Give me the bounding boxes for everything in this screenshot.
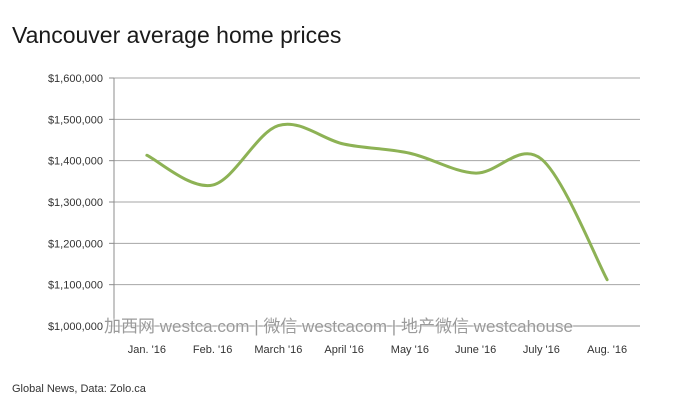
watermark: 加西网 westca.com | 微信 westcacom | 地产微信 wes… <box>104 317 573 336</box>
x-axis-ticks: Jan. '16 Feb. '16 March '16 April '16 May '1… <box>128 344 627 356</box>
chart-title: Vancouver average home prices <box>12 22 342 48</box>
price-line <box>145 122 609 282</box>
y-tick-label: $1,600,000 <box>48 73 103 85</box>
y-tick-label: $1,200,000 <box>48 238 103 250</box>
y-tick-label: $1,100,000 <box>48 280 103 292</box>
data-point <box>474 172 477 175</box>
gridlines <box>114 77 640 286</box>
x-tick-label: July '16 <box>523 344 560 356</box>
data-point <box>540 158 543 161</box>
y-tick-label: $1,000,000 <box>48 321 103 333</box>
x-tick-label: Feb. '16 <box>193 344 232 356</box>
data-point <box>211 184 214 187</box>
y-tick-label: $1,400,000 <box>48 156 103 168</box>
data-point <box>145 154 148 157</box>
y-axis-ticks: $1,000,000 $1,100,000 $1,200,000 $1,300,000… <box>48 73 114 333</box>
x-tick-label: May '16 <box>391 344 429 356</box>
y-tick-label: $1,300,000 <box>48 197 103 209</box>
x-tick-label: June '16 <box>455 344 496 356</box>
x-tick-label: April '16 <box>324 344 363 356</box>
source-note: Global News, Data: Zolo.ca <box>12 383 146 395</box>
data-point <box>343 143 346 146</box>
x-tick-label: Aug. '16 <box>587 344 627 356</box>
series-group <box>145 122 609 282</box>
y-tick-label: $1,500,000 <box>48 114 103 126</box>
data-point <box>606 278 609 281</box>
x-tick-label: March '16 <box>254 344 302 356</box>
x-tick-label: Jan. '16 <box>128 344 166 356</box>
data-point <box>277 124 280 127</box>
data-point <box>408 152 411 155</box>
